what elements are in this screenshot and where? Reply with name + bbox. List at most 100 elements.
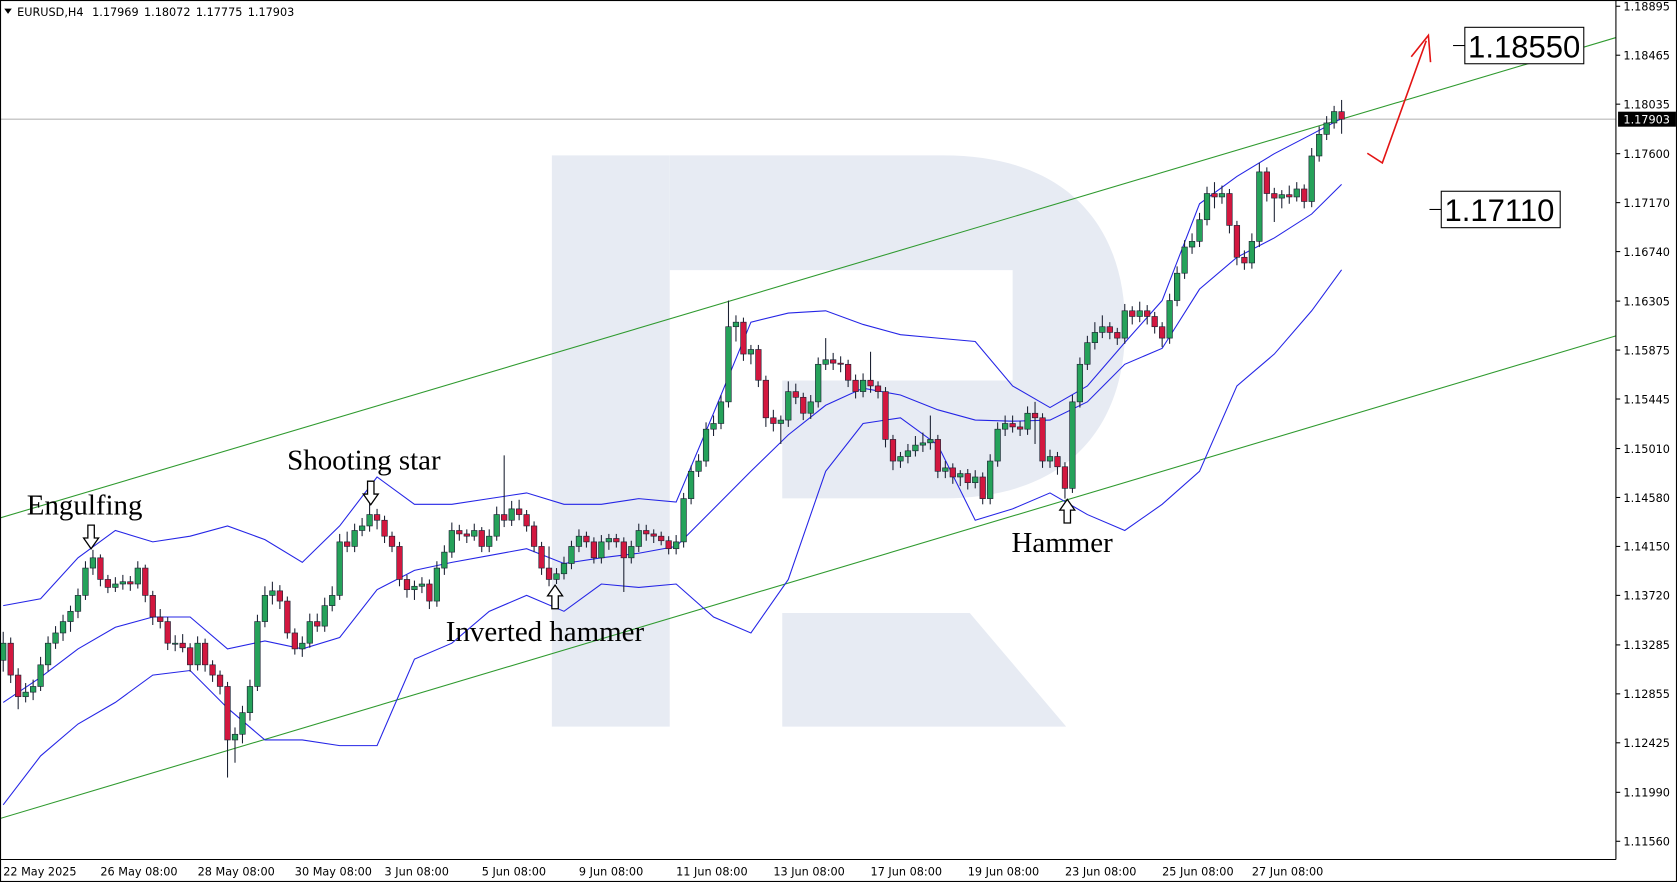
watermark-stem — [551, 155, 670, 727]
candle-body — [560, 563, 568, 575]
candle-body — [964, 473, 971, 484]
candle-body — [1241, 256, 1248, 264]
y-tick-label: 1.15010 — [1623, 443, 1670, 456]
candle-body — [306, 621, 313, 644]
candle-body — [142, 567, 149, 596]
plot-area — [0, 37, 1617, 820]
candle-body — [1263, 171, 1270, 194]
candle-body — [740, 321, 747, 355]
candle-body — [889, 439, 897, 462]
x-tick-label: 17 Jun 08:00 — [871, 866, 942, 879]
candle-body — [1211, 193, 1218, 198]
candle-body — [201, 642, 209, 666]
candle-body — [1039, 417, 1046, 462]
candle-body — [37, 664, 44, 687]
candle-body — [119, 581, 126, 585]
y-tick-label: 1.12425 — [1623, 737, 1670, 750]
candle-body — [448, 530, 455, 553]
candle-body — [486, 535, 493, 547]
candle-body — [979, 476, 986, 499]
price-label-box — [1618, 111, 1676, 127]
candle-body — [127, 581, 134, 585]
candle-body — [30, 686, 37, 693]
candle-body — [82, 567, 89, 596]
candle-body — [1173, 272, 1181, 301]
y-tick-label: 1.11990 — [1623, 787, 1670, 800]
candle-body — [508, 508, 515, 521]
candle-body — [598, 541, 605, 559]
candle-body — [74, 595, 82, 612]
y-tick-label: 1.16740 — [1623, 246, 1670, 259]
candle-body — [1129, 310, 1136, 317]
candle-body — [815, 363, 822, 403]
candle-body — [44, 642, 52, 666]
candle-body — [1106, 326, 1113, 333]
price-label: 1.17903 — [1623, 113, 1670, 126]
candle-body — [927, 439, 934, 444]
header-close: 1.17903 — [248, 6, 295, 19]
candle-body — [104, 579, 112, 588]
x-tick-label: 11 Jun 08:00 — [676, 866, 747, 879]
candle-body — [1301, 188, 1308, 202]
x-tick-label: 23 Jun 08:00 — [1065, 866, 1136, 879]
candle-body — [7, 642, 14, 676]
forecast-arrowhead — [1410, 33, 1432, 63]
candle-body — [994, 428, 1001, 462]
candle-body — [456, 530, 463, 535]
candle-body — [650, 533, 657, 537]
candle-body — [373, 514, 381, 521]
candle-body — [426, 583, 433, 602]
candle-body — [1188, 241, 1196, 248]
candle-body — [463, 533, 470, 537]
candle-body — [1308, 155, 1315, 202]
candle-body — [934, 439, 941, 472]
candle-body — [807, 401, 814, 414]
candle-body — [897, 456, 904, 462]
watermark-leg — [782, 613, 1067, 727]
candle-body — [1061, 466, 1069, 489]
y-tick-label: 1.13285 — [1623, 639, 1670, 652]
candle-body — [904, 450, 912, 457]
x-tick-label: 26 May 08:00 — [100, 866, 177, 879]
candle-body — [755, 349, 762, 381]
candle-body — [1331, 111, 1338, 124]
candle-body — [987, 460, 994, 499]
arrow-up — [546, 584, 564, 610]
candle-body — [149, 595, 156, 618]
candle-body — [919, 442, 926, 446]
candle-body — [209, 664, 216, 676]
candle-body — [501, 514, 508, 521]
candle-body — [867, 379, 874, 387]
candle-body — [882, 391, 889, 440]
pattern-arrows — [82, 480, 1077, 610]
candle-body — [366, 514, 373, 527]
candle-body — [1046, 456, 1054, 462]
y-tick-label: 1.17600 — [1623, 148, 1670, 161]
candle-body — [276, 590, 283, 602]
candle-body — [359, 525, 366, 531]
candle-body — [717, 401, 725, 424]
candle-body — [224, 686, 231, 741]
candle-body — [1316, 134, 1323, 157]
y-tick-label: 1.12855 — [1623, 688, 1670, 701]
candle-body — [388, 535, 396, 547]
candle-body — [471, 530, 478, 537]
candle-body — [1338, 111, 1345, 120]
candle-body — [628, 546, 635, 559]
candle-body — [187, 647, 194, 666]
candle-body — [770, 417, 777, 424]
candle-body — [830, 359, 837, 364]
x-tick-label: 30 May 08:00 — [295, 866, 372, 879]
candle-body — [1271, 193, 1278, 199]
header-open: 1.17969 — [92, 6, 139, 19]
target-box — [1464, 26, 1585, 65]
candle-body — [239, 712, 246, 735]
candle-body — [493, 514, 500, 537]
candle-body — [1016, 426, 1024, 430]
candle-body — [957, 473, 964, 478]
candle-body — [157, 616, 164, 622]
candle-body — [1159, 326, 1166, 339]
candle-body — [590, 541, 598, 559]
